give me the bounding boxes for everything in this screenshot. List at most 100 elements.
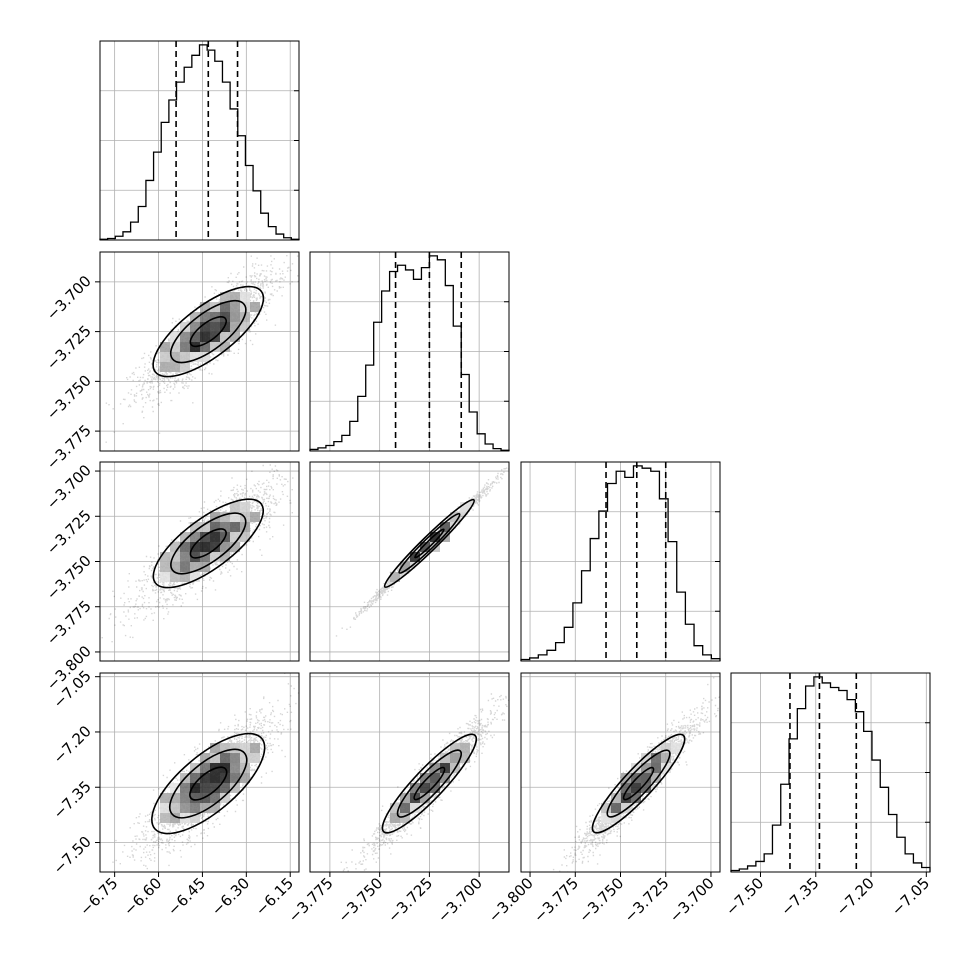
xaxis-2: −3.800−3.775−3.750−3.725−3.700	[485, 872, 718, 926]
ytick-label-1-1: −3.750	[43, 371, 95, 423]
density-cell-3-0	[160, 803, 170, 813]
xtick-label-2-4: −3.700	[666, 874, 718, 926]
panel-3-1	[309, 672, 510, 873]
density-cell-2-1	[440, 522, 450, 532]
hist-panel-0	[99, 40, 300, 241]
density-cell-3-0	[180, 783, 190, 793]
density-cell-3-0	[230, 743, 240, 753]
density-cell-2-1	[430, 532, 440, 542]
density-cell-3-2	[651, 763, 661, 773]
density-cell-1-0	[180, 342, 190, 352]
density-cell-2-1	[390, 572, 400, 582]
density-cell-3-1	[430, 773, 440, 783]
density-cell-3-0	[190, 793, 200, 803]
density-cell-1-0	[180, 362, 190, 372]
density-cell-1-0	[220, 302, 230, 312]
density-cell-3-1	[400, 813, 410, 823]
density-cell-3-0	[240, 753, 250, 763]
density-cell-2-0	[200, 532, 210, 542]
density-cell-2-0	[220, 542, 230, 552]
density-cell-3-0	[170, 793, 180, 803]
panel-content-2-1	[310, 462, 509, 661]
density-cell-1-0	[210, 312, 220, 322]
density-cell-2-0	[220, 552, 230, 562]
panel-frame-2-1	[309, 461, 510, 662]
density-cell-3-0	[250, 743, 260, 753]
xtick-label-0-2: −6.45	[164, 874, 209, 919]
contour-3-2-0	[622, 766, 655, 801]
ytick-label-2-1: −3.775	[43, 597, 95, 649]
density-cell-2-0	[180, 542, 190, 552]
density-cell-1-0	[230, 302, 240, 312]
density-cell-3-0	[220, 793, 230, 803]
density-cell-1-0	[190, 312, 200, 322]
histogram-1	[309, 255, 510, 451]
density-cell-1-0	[200, 322, 210, 332]
density-cell-3-0	[200, 803, 210, 813]
xtick-label-3-0: −7.50	[722, 874, 767, 919]
xtick-label-3-1: −7.35	[777, 874, 822, 919]
contour-2-0-2	[152, 498, 265, 589]
hist-panel-1	[309, 251, 510, 452]
histogram-0	[99, 44, 300, 240]
contour-1-0-0	[189, 316, 228, 348]
density-cell-3-2	[631, 793, 641, 803]
density-cell-3-0	[170, 803, 180, 813]
density-cell-2-0	[200, 542, 210, 552]
density-cell-3-1	[440, 753, 450, 763]
density-cell-2-0	[230, 522, 240, 532]
xtick-label-2-0: −3.800	[485, 874, 537, 926]
density-cell-3-1	[420, 773, 430, 783]
ytick-label-3-2: −7.35	[50, 777, 95, 822]
ytick-label-3-1: −7.20	[50, 722, 95, 767]
density-cell-3-1	[410, 783, 420, 793]
density-cell-2-0	[220, 512, 230, 522]
density-cell-3-1	[410, 793, 420, 803]
scatter-points-3-2	[552, 677, 720, 872]
panel-1-0	[99, 251, 300, 452]
panel-content-3-0	[100, 673, 299, 872]
density-cell-1-0	[250, 302, 260, 312]
density-cell-1-0	[180, 332, 190, 342]
density-cell-1-0	[190, 322, 200, 332]
density-cell-2-0	[240, 532, 250, 542]
density-cell-3-1	[390, 813, 400, 823]
density-cell-3-2	[631, 783, 641, 793]
density-cell-3-1	[420, 783, 430, 793]
density-cell-3-0	[180, 803, 190, 813]
panel-content-1-0	[100, 252, 299, 451]
density-cell-2-0	[210, 552, 220, 562]
xaxis-0: −6.75−6.60−6.45−6.30−6.15	[76, 872, 297, 919]
density-cell-3-1	[430, 763, 440, 773]
density-cell-1-0	[220, 342, 230, 352]
xaxis-3: −7.50 −7.35 −7.20 −7.05	[722, 872, 933, 919]
density-cell-1-0	[230, 332, 240, 342]
ytick-label-2-3: −3.725	[43, 506, 95, 558]
density-cell-3-0	[160, 793, 170, 803]
density-cell-1-0	[230, 312, 240, 322]
density-cell-3-1	[390, 803, 400, 813]
histogram-2	[520, 465, 721, 661]
yaxis-1: −3.775−3.750−3.725−3.700	[43, 272, 100, 473]
density-cell-3-1	[430, 783, 440, 793]
density-cell-3-0	[190, 813, 200, 823]
density-cell-2-0	[180, 532, 190, 542]
panel-3-2	[520, 672, 721, 873]
density-cell-3-0	[240, 743, 250, 753]
xtick-label-3-3: −7.05	[888, 874, 933, 919]
density-cell-3-2	[641, 763, 651, 773]
density-cell-1-0	[180, 352, 190, 362]
panel-frame-3-0	[99, 672, 300, 873]
contour-2-1-1	[398, 512, 461, 574]
hist-panel-3	[730, 672, 931, 873]
density-cell-3-0	[210, 743, 220, 753]
ytick-label-1-0: −3.775	[43, 421, 95, 473]
density-cell-1-0	[170, 352, 180, 362]
contour-3-1-0	[413, 766, 446, 801]
density-cell-2-0	[220, 522, 230, 532]
density-cell-2-0	[200, 552, 210, 562]
xtick-label-2-2: −3.750	[575, 874, 627, 926]
density-cell-3-2	[621, 773, 631, 783]
hist-frame-1	[309, 251, 510, 452]
